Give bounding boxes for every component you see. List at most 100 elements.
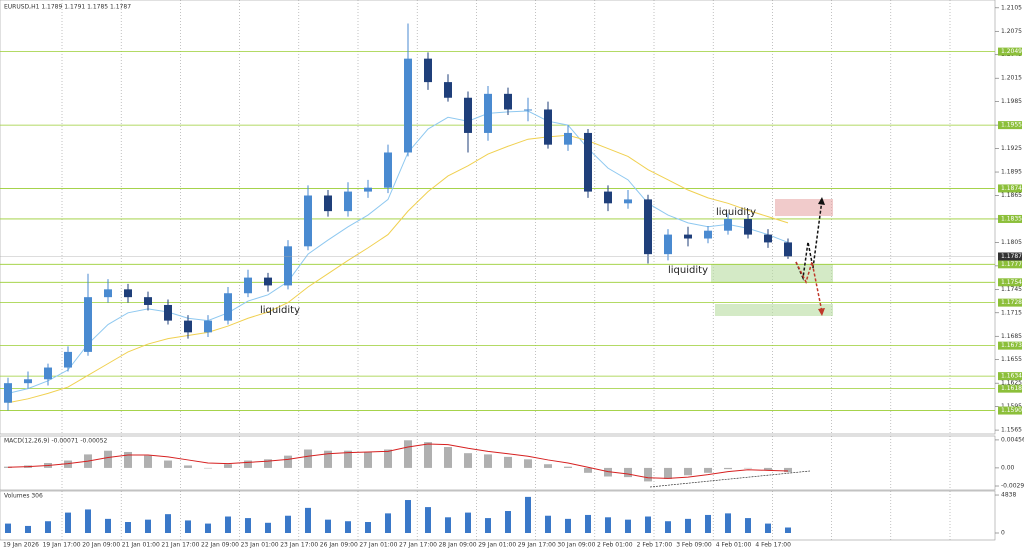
level-label: 1.1754 [1001,279,1022,286]
candle-body [24,379,32,384]
y-tick-label: 1.1715 [1001,309,1022,316]
macd-bar [364,451,372,468]
candle-body [584,132,592,192]
macd-bar [244,460,252,468]
x-tick-label: 29 Jan 01:00 [478,542,516,549]
macd-bar [104,450,112,468]
candle-body [504,93,512,110]
volume-bar [445,517,451,533]
level-label-bg [998,260,1022,269]
level-label: 1.1618 [1001,385,1022,392]
candle-body [384,152,392,188]
macd-bar [664,467,672,479]
y-tick-label: 1.1745 [1001,286,1022,293]
macd-bar [644,467,652,482]
vertical-grid [61,0,951,540]
volume-bar [505,511,511,533]
candle-body [44,367,52,380]
macd-bar [724,467,732,470]
candle-body [624,199,632,204]
macd-bar [564,466,572,468]
volume-bar [65,512,71,533]
annotation: liquidity [716,207,756,218]
candle-body [604,191,612,204]
chart-title: EURUSD,H1 1.1789 1.1791 1.1785 1.1787 [4,4,131,11]
candle-body [764,234,772,243]
macd-bar [64,460,72,468]
volume-bar [305,507,311,533]
y-tick-label: 1.2105 [1001,4,1022,11]
projection-arrow [795,261,823,313]
volume-bar [145,519,151,533]
volume-bar [645,516,651,533]
volume-bar [465,512,471,533]
candle-body [424,58,432,83]
macd-bar [544,464,552,468]
volume-bar [285,515,291,533]
macd-tick-label: -0.00295 [1001,483,1024,490]
macd-bar [304,449,312,468]
trend-line [649,470,811,488]
volume-bar [165,514,171,533]
candle-body [324,195,332,212]
candle-body [144,297,152,305]
candle-body [544,109,552,145]
candle-body [304,195,312,247]
volume-bar [725,513,731,533]
macd-bar [424,442,432,468]
level-label: 1.2049 [1001,48,1022,55]
y-tick-label: 1.1985 [1001,98,1022,105]
candle-body [784,242,792,257]
level-label-bg [998,341,1022,350]
macd-bar [764,467,772,471]
volume-bar [45,521,51,533]
x-tick-label: 19 Jan 2026 [3,542,39,549]
macd-bar [224,464,232,468]
macd-bar [684,467,692,476]
current-price-label: 1.1787 [1001,253,1022,260]
moving-average [7,134,789,404]
volume-bar [625,519,631,533]
volume-bar [485,518,491,533]
volume-bar [585,514,591,533]
volume-bar [685,518,691,533]
x-tick-label: 28 Jan 09:00 [439,542,477,549]
candle-body [104,289,112,298]
y-tick-label: 1.1685 [1001,333,1022,340]
macd-bar [144,455,152,468]
level-label: 1.1874 [1001,185,1022,192]
level-label: 1.1673 [1001,342,1022,349]
candle-body [524,109,532,111]
level-label: 1.1955 [1001,122,1022,129]
macd-bar [444,447,452,468]
macd-tick-label: 0.00 [1001,464,1015,471]
candle-body [64,351,72,368]
volume-bar [185,520,191,533]
x-tick-label: 27 Jan 17:00 [399,542,437,549]
macd-bar [704,467,712,473]
volume-bar [425,507,431,533]
y-tick-label: 1.1805 [1001,239,1022,246]
level-label-bg [998,278,1022,287]
x-tick-label: 2 Feb 01:00 [597,542,633,549]
candle-body [4,383,12,403]
x-tick-label: 23 Jan 17:00 [280,542,318,549]
volume-bar [325,519,331,533]
candle-body [224,293,232,321]
moving-average [7,110,789,394]
candle-body [164,304,172,321]
x-tick-label: 3 Feb 09:00 [676,542,712,549]
volume-bar [705,514,711,533]
volume-bar [405,500,411,533]
volume-bar [745,518,751,533]
x-tick-label: 27 Jan 01:00 [359,542,397,549]
candle-body [344,191,352,212]
candle-body [724,218,732,231]
demand-zone [715,304,833,316]
volume-bar [605,517,611,533]
level-label: 1.1590 [1001,407,1022,414]
volume-bar [785,527,791,533]
macd-bar [744,467,752,469]
x-tick-label: 23 Jan 01:00 [241,542,279,549]
